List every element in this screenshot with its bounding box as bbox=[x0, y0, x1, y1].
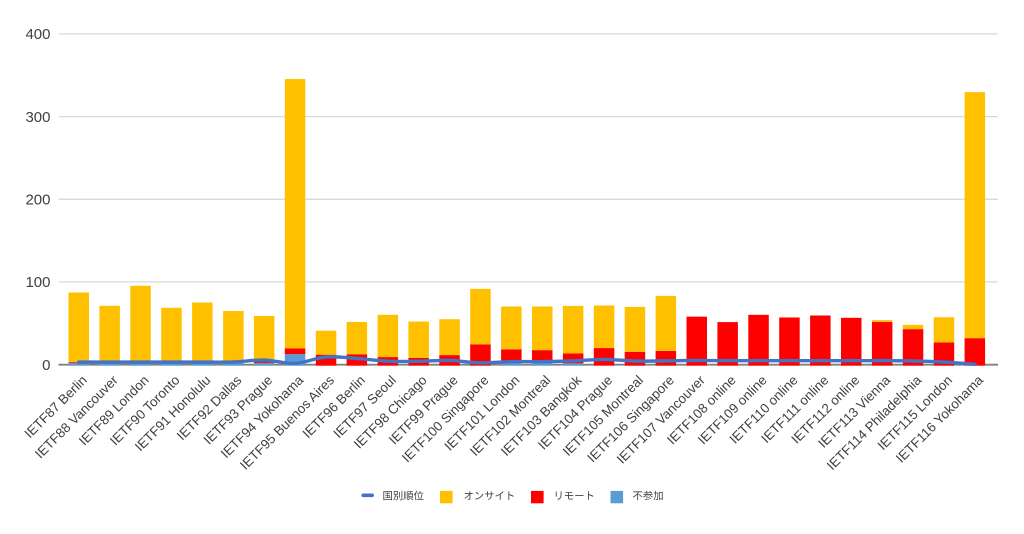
svg-text:300: 300 bbox=[25, 109, 50, 126]
svg-text:100: 100 bbox=[25, 274, 50, 291]
svg-text:400: 400 bbox=[25, 26, 50, 43]
svg-text:0: 0 bbox=[42, 357, 50, 374]
svg-text:200: 200 bbox=[25, 192, 50, 209]
